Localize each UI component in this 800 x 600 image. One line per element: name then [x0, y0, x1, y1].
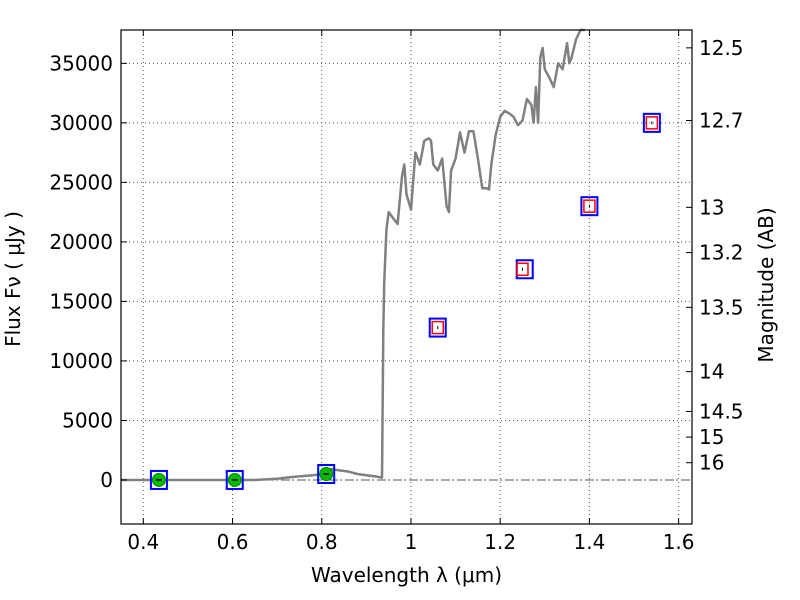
y-tick-label: 5000: [62, 408, 113, 432]
y-tick-label: 30000: [49, 111, 113, 135]
y-tick-label: 35000: [49, 51, 113, 75]
data-markers: [149, 112, 661, 490]
model-flux-box: [149, 469, 168, 490]
x-tick-label: 1: [405, 530, 418, 554]
model-flux-box: [428, 317, 447, 338]
y-tick-label: 15000: [49, 289, 113, 313]
magnitude-tick-label: 13.2: [699, 241, 744, 265]
x-tick-label: 1.2: [484, 530, 516, 554]
x-tick-label: 1.6: [663, 530, 695, 554]
magnitude-axis-label: Magnitude (AB): [754, 207, 778, 362]
magnitude-tick-label: 15: [699, 425, 724, 449]
magnitude-tick-label: 12.5: [699, 36, 744, 60]
axis-ticks: 0.4 0.6 0.8 1 1.2 1.4 1.6 0 5000 10000 15000 20000 2…: [49, 30, 744, 554]
y-tick-label: 20000: [49, 230, 113, 254]
spectrum-line: [121, 28, 585, 482]
model-flux-box: [225, 469, 244, 490]
x-tick-label: 0.8: [306, 530, 338, 554]
magnitude-tick-label: 13: [699, 195, 724, 219]
y-tick-label: 25000: [49, 170, 113, 194]
magnitude-tick-label: 13.5: [699, 295, 744, 319]
y-tick-label: 0: [100, 468, 113, 492]
y-axis-label: Flux Fν ( μJy ): [1, 211, 25, 347]
observed-flux-box: [516, 262, 529, 277]
observed-flux-box: [583, 199, 596, 213]
model-flux-box: [642, 112, 661, 133]
plot-frame: [120, 29, 693, 525]
observed-flux-box: [645, 116, 659, 130]
x-tick-label: 0.4: [127, 530, 159, 554]
magnitude-tick-label: 12.7: [699, 108, 744, 132]
x-tick-label: 1.4: [573, 530, 605, 554]
model-flux-box: [317, 464, 336, 485]
magnitude-tick-label: 14.5: [699, 400, 744, 424]
y-tick-label: 10000: [49, 349, 113, 373]
magnitude-tick-label: 14: [699, 360, 724, 384]
observed-flux-box: [431, 320, 444, 335]
grid-lines: [121, 30, 692, 524]
x-axis-label: Wavelength λ (μm): [311, 563, 502, 587]
x-tick-label: 0.6: [217, 530, 249, 554]
model-flux-box: [580, 196, 599, 217]
magnitude-tick-label: 16: [699, 451, 724, 475]
